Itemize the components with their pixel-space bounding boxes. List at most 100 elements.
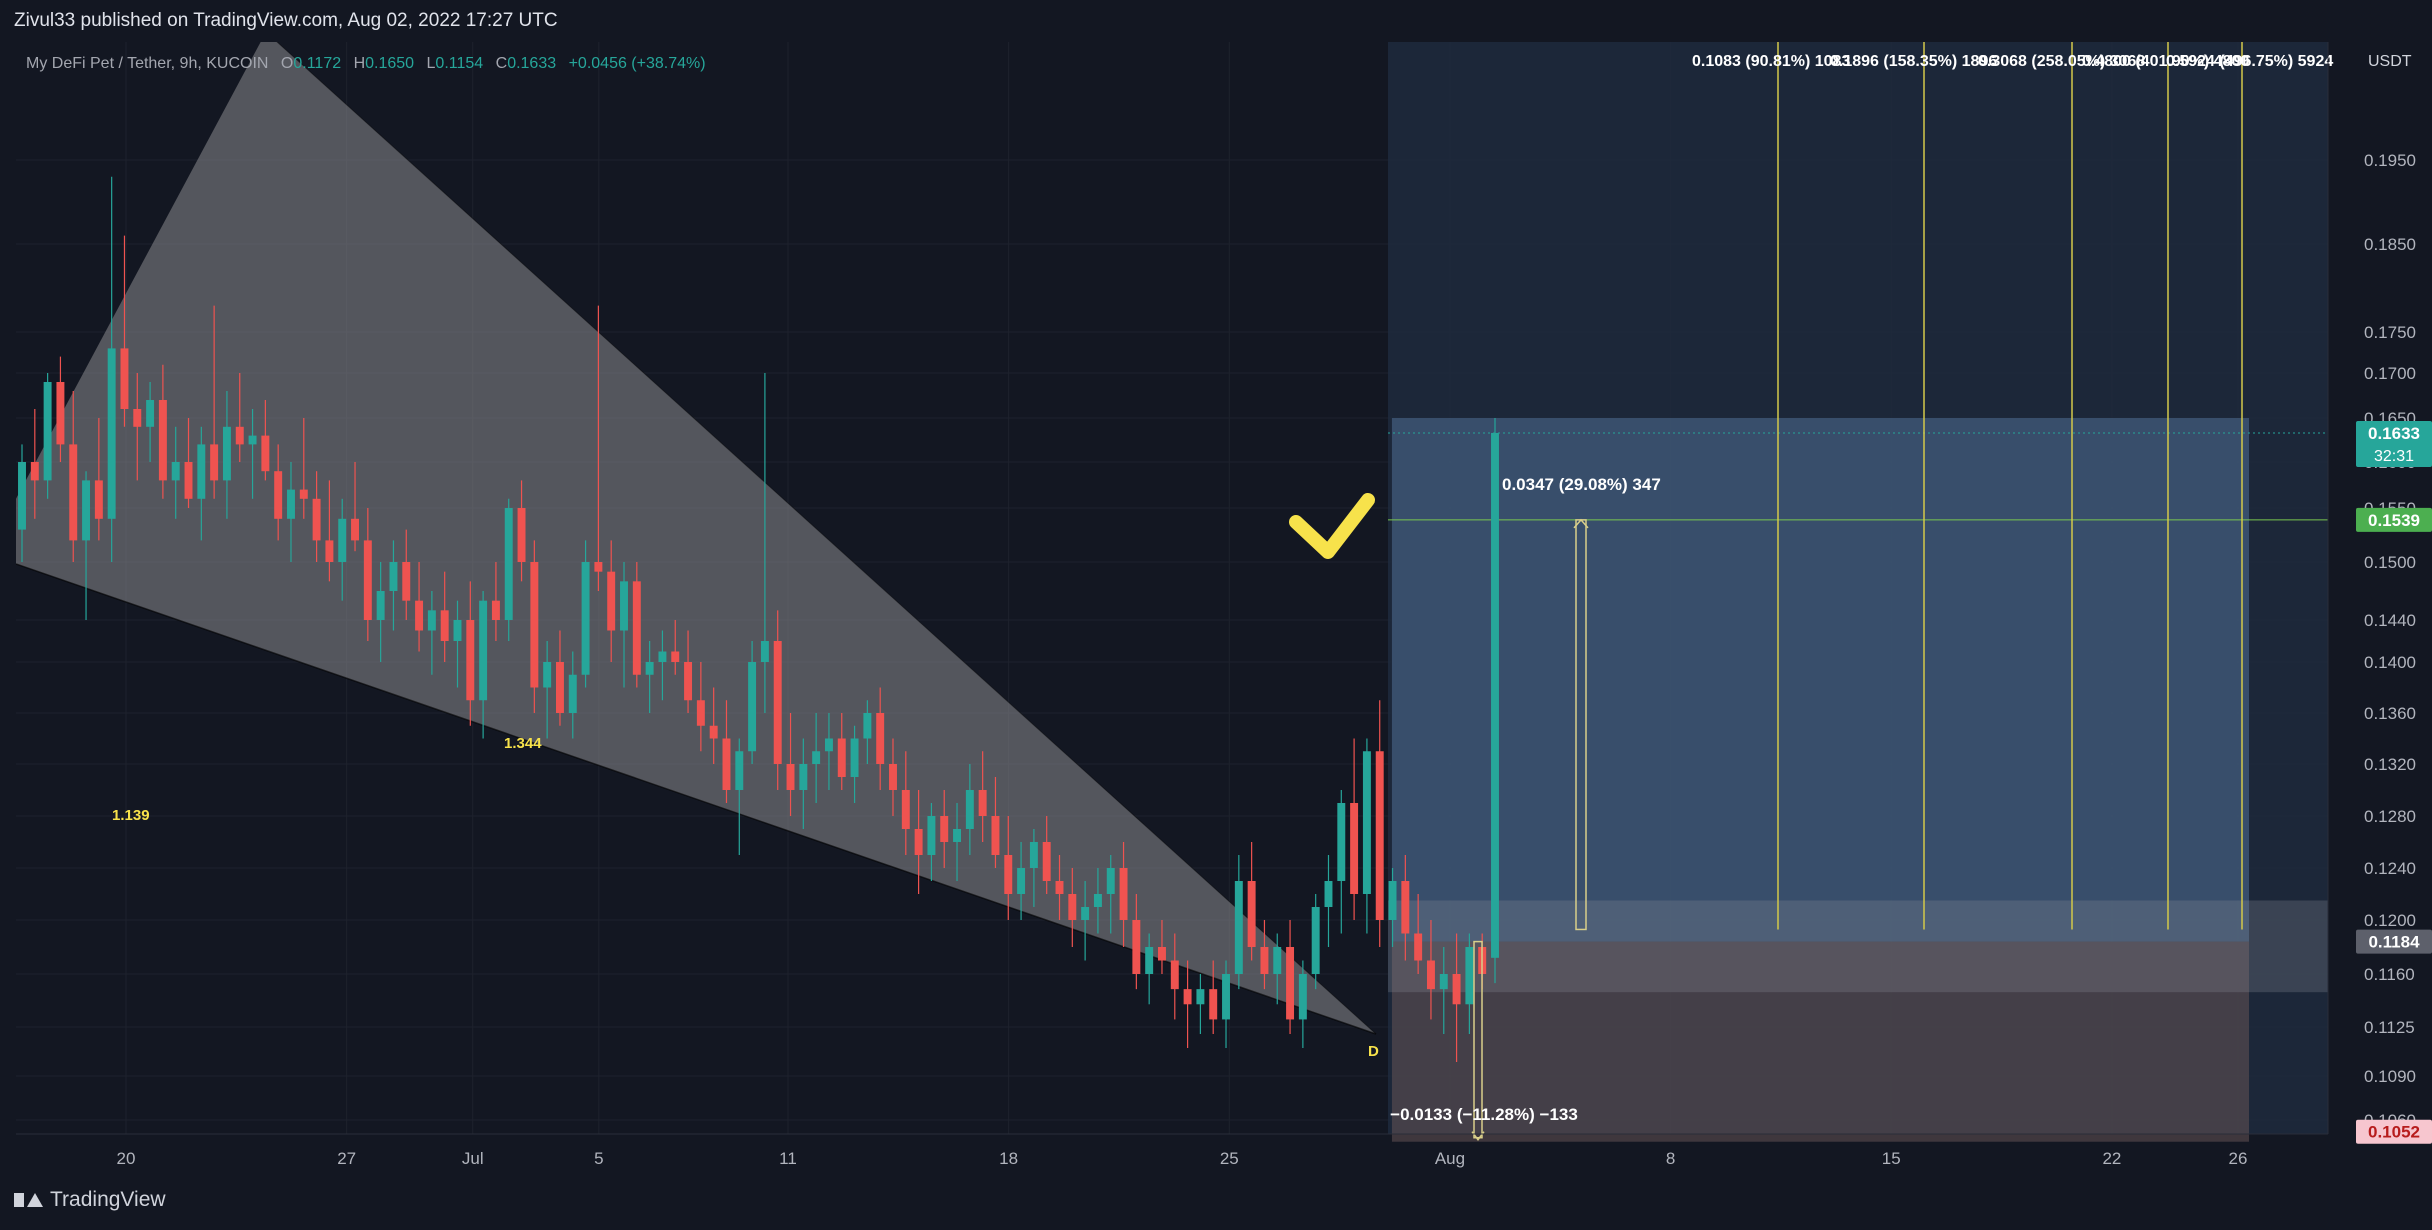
- candle-body: [171, 462, 180, 481]
- candle-body: [120, 348, 129, 409]
- candle-body: [82, 480, 91, 541]
- candle-body: [299, 489, 308, 499]
- candle-body: [940, 816, 949, 842]
- candle-body: [773, 641, 782, 764]
- legend-close-label: C: [496, 55, 508, 72]
- candle-body: [1158, 947, 1166, 961]
- candles: [18, 176, 1499, 1062]
- price-axis[interactable]: 0.19500.18500.17500.17000.16500.16000.15…: [2327, 42, 2432, 1144]
- candle: [351, 462, 359, 552]
- candle: [1465, 933, 1474, 1034]
- price-tick-label: 0.1320: [2364, 755, 2416, 774]
- candle: [645, 641, 654, 713]
- candle-body: [18, 462, 26, 530]
- candle: [427, 591, 436, 675]
- candle-body: [261, 435, 270, 472]
- legend-open-value: 0.1172: [293, 55, 341, 72]
- candle-body: [1183, 989, 1192, 1005]
- candle: [82, 471, 91, 620]
- time-tick-label: 8: [1666, 1149, 1675, 1168]
- candle: [876, 687, 885, 790]
- candle-body: [453, 620, 462, 641]
- price-label-text: 0.1633: [2368, 424, 2420, 443]
- candle-body: [1260, 947, 1269, 974]
- candle-body: [158, 400, 167, 481]
- tradingview-logo[interactable]: TradingView: [14, 1188, 166, 1212]
- candle-body: [210, 444, 219, 481]
- time-tick-label: 27: [337, 1149, 356, 1168]
- candle-body: [709, 725, 718, 739]
- arrow-head-up-icon: [1573, 518, 1589, 529]
- stop-zone: [1391, 941, 2249, 1142]
- price-tick-label: 0.1160: [2364, 965, 2415, 984]
- legend-change: +0.0456 (+38.74%): [569, 55, 706, 72]
- price-label-entry[interactable]: 0.1184: [2356, 929, 2432, 954]
- candle: [1388, 868, 1397, 947]
- candle-body: [376, 591, 385, 620]
- candle-body: [146, 400, 155, 427]
- candle: [696, 662, 705, 752]
- candle: [1311, 894, 1320, 990]
- price-label-last[interactable]: 0.1633 32:31: [2356, 420, 2432, 467]
- candle: [466, 581, 475, 726]
- candle-body: [1414, 933, 1423, 961]
- time-axis[interactable]: 20 27 Jul 5 11 18 25 Aug 8 15 22 26: [16, 1133, 2328, 1168]
- candle-body: [594, 562, 603, 572]
- annotation-fib: 0.4800 (401.90%) 4800: [2082, 53, 2249, 70]
- candle: [1145, 933, 1154, 1005]
- candle-body: [1439, 974, 1448, 990]
- price-label-stop[interactable]: 0.1052: [2356, 1119, 2432, 1144]
- candle-body: [991, 816, 1000, 855]
- price-label-countdown: 32:31: [2374, 448, 2414, 465]
- candle: [1452, 933, 1461, 1062]
- candle: [965, 764, 974, 855]
- candle: [120, 235, 129, 427]
- candle-body: [607, 571, 616, 631]
- candle: [1375, 700, 1384, 947]
- candle: [671, 620, 680, 675]
- target-zone: [1391, 418, 2249, 942]
- price-label-text: 0.1184: [2368, 933, 2420, 952]
- candle: [389, 540, 398, 631]
- candle: [440, 571, 449, 662]
- candle: [1260, 920, 1269, 990]
- candle: [1042, 816, 1051, 894]
- candle: [363, 508, 372, 641]
- candle-body: [1170, 960, 1179, 990]
- candle: [1081, 881, 1090, 961]
- candle: [658, 630, 667, 701]
- time-tick-label: 25: [1220, 1149, 1239, 1168]
- candle-body: [1298, 974, 1307, 1020]
- candle-body: [658, 651, 667, 662]
- position-zones: [1388, 42, 2328, 1142]
- price-chart[interactable]: 1.344 1.139 D 0.0347 (29.08%) 347 −0.0133 (−…: [15, 31, 2432, 1172]
- candle-body: [786, 764, 795, 790]
- candle: [1491, 418, 1499, 984]
- price-label-text: 0.1539: [2368, 511, 2420, 530]
- price-tick-label: 0.1090: [2364, 1067, 2416, 1086]
- fib-time-lines: [1777, 42, 2243, 930]
- candle: [1196, 974, 1205, 1034]
- candle-body: [133, 409, 142, 427]
- candle-body: [1311, 907, 1320, 974]
- price-label-box: [2356, 1119, 2432, 1144]
- candle-body: [876, 713, 885, 764]
- candle-body: [1209, 989, 1218, 1020]
- candle: [197, 426, 206, 541]
- price-tick-label: 0.1500: [2364, 553, 2416, 572]
- candle-body: [632, 581, 641, 675]
- candle: [850, 725, 859, 803]
- candle-body: [965, 790, 974, 829]
- annotation-fib: 0.5924 (496.75%) 5924: [2166, 53, 2333, 70]
- legend-line: My DeFi Pet / Tether, 9h, KUCOIN O0.1172…: [26, 55, 706, 72]
- candle: [863, 700, 872, 764]
- candle-body: [1017, 868, 1026, 894]
- candle: [69, 391, 78, 562]
- candle: [901, 751, 910, 855]
- price-label-target[interactable]: 0.1539: [2356, 507, 2432, 532]
- candle: [274, 444, 283, 541]
- candle-body: [94, 480, 103, 519]
- candle: [1247, 842, 1256, 961]
- candle-body: [581, 562, 590, 675]
- chart-area[interactable]: 1.344 1.139 D 0.0347 (29.08%) 347 −0.0133 (−…: [15, 31, 2432, 1172]
